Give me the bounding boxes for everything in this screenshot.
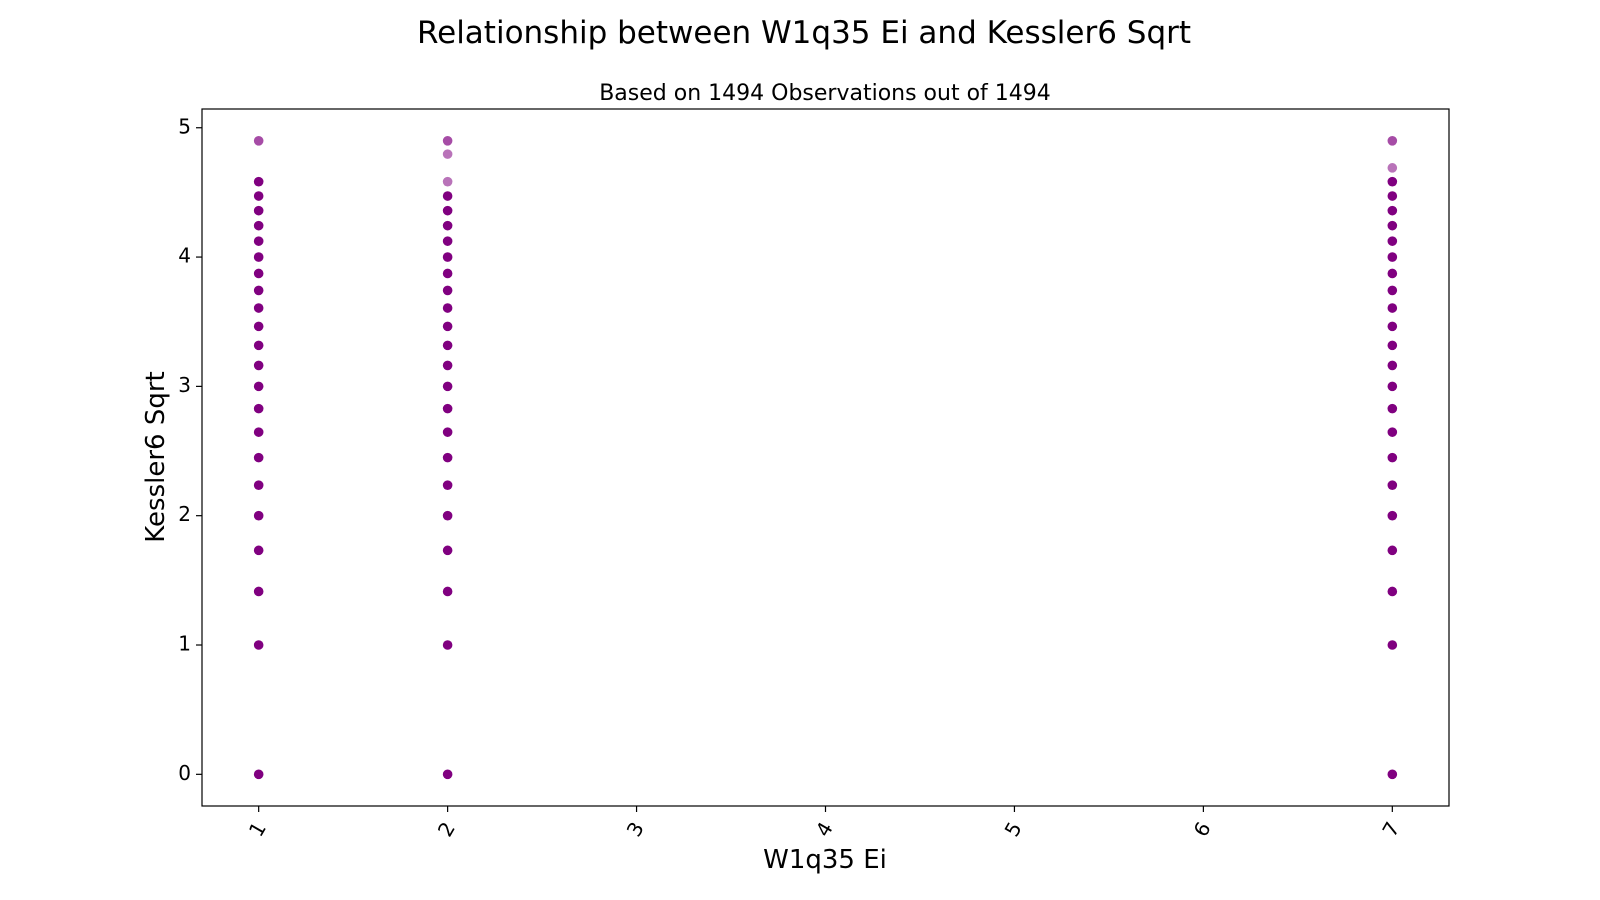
x-tick-label: 7 xyxy=(1377,818,1404,841)
data-point xyxy=(1387,268,1398,279)
data-point xyxy=(253,545,264,556)
y-tick-label: 1 xyxy=(178,632,191,656)
data-point xyxy=(442,340,453,351)
data-point xyxy=(1387,176,1398,187)
data-point xyxy=(1387,640,1398,650)
data-point xyxy=(1387,205,1398,216)
data-point xyxy=(442,586,453,597)
data-point xyxy=(442,252,453,262)
data-point xyxy=(1387,360,1398,371)
data-point xyxy=(253,510,264,521)
data-point xyxy=(253,769,264,780)
data-point xyxy=(1387,136,1398,146)
y-axis-label: Kessler6 Sqrt xyxy=(141,371,171,542)
data-point xyxy=(1387,303,1398,313)
data-point xyxy=(1387,381,1398,392)
data-point xyxy=(442,480,453,490)
data-point xyxy=(442,220,453,231)
data-point xyxy=(253,176,264,187)
data-point xyxy=(253,360,264,371)
data-point xyxy=(442,545,453,556)
data-point xyxy=(442,640,453,650)
data-point xyxy=(1387,586,1398,597)
data-point xyxy=(253,205,264,216)
data-point xyxy=(442,381,453,392)
y-tick-label: 2 xyxy=(178,502,191,526)
data-point xyxy=(1387,285,1398,296)
y-tick-label: 0 xyxy=(178,761,191,785)
data-point xyxy=(442,149,453,159)
data-point xyxy=(253,252,264,262)
data-point xyxy=(1387,403,1398,414)
data-point xyxy=(253,136,264,146)
data-point xyxy=(1387,427,1398,437)
data-point xyxy=(1387,480,1398,490)
data-point xyxy=(442,191,453,201)
data-point xyxy=(253,268,264,279)
x-tick-label: 1 xyxy=(244,818,271,841)
data-point xyxy=(1387,252,1398,262)
chart-title: Relationship between W1q35 Ei and Kessle… xyxy=(417,15,1191,51)
data-point xyxy=(253,586,264,597)
data-point xyxy=(253,303,264,313)
data-point xyxy=(442,427,453,437)
data-point xyxy=(442,360,453,371)
ticks-layer: 1 2 3 4 5 6 7 0 1 2 3 4 5 xyxy=(178,114,1404,841)
data-point xyxy=(253,381,264,392)
x-tick-label: 2 xyxy=(433,818,460,841)
data-point xyxy=(253,640,264,650)
data-point xyxy=(442,176,453,187)
data-point xyxy=(1387,191,1398,201)
data-point xyxy=(442,136,453,146)
data-point xyxy=(253,285,264,296)
x-tick-label: 6 xyxy=(1189,818,1216,841)
data-point xyxy=(253,427,264,437)
data-point xyxy=(253,321,264,332)
data-point xyxy=(442,452,453,463)
points-layer xyxy=(253,136,1398,780)
data-point xyxy=(1387,510,1398,521)
data-point xyxy=(253,480,264,490)
data-point xyxy=(442,303,453,313)
x-tick-label: 4 xyxy=(811,818,838,841)
data-point xyxy=(1387,452,1398,463)
data-point xyxy=(253,220,264,231)
y-tick-label: 3 xyxy=(178,373,191,397)
y-tick-label: 4 xyxy=(178,244,191,268)
x-axis-label: W1q35 Ei xyxy=(763,845,887,875)
chart-subtitle: Based on 1494 Observations out of 1494 xyxy=(599,81,1051,106)
data-point xyxy=(1387,545,1398,556)
data-point xyxy=(1387,163,1398,173)
data-point xyxy=(1387,220,1398,231)
data-point xyxy=(442,285,453,296)
data-point xyxy=(442,510,453,521)
data-point xyxy=(442,236,453,246)
data-point xyxy=(442,321,453,332)
plot-frame xyxy=(201,108,1450,807)
data-point xyxy=(1387,340,1398,351)
data-point xyxy=(253,191,264,201)
data-point xyxy=(253,452,264,463)
data-point xyxy=(253,403,264,414)
x-tick-label: 5 xyxy=(1000,818,1027,841)
data-point xyxy=(253,236,264,246)
data-point xyxy=(1387,236,1398,246)
data-point xyxy=(1387,321,1398,332)
data-point xyxy=(1387,769,1398,780)
data-point xyxy=(442,268,453,279)
x-tick-label: 3 xyxy=(622,818,649,841)
data-point xyxy=(253,340,264,351)
data-point xyxy=(442,403,453,414)
y-tick-label: 5 xyxy=(178,114,191,138)
data-point xyxy=(442,769,453,780)
data-point xyxy=(442,205,453,216)
